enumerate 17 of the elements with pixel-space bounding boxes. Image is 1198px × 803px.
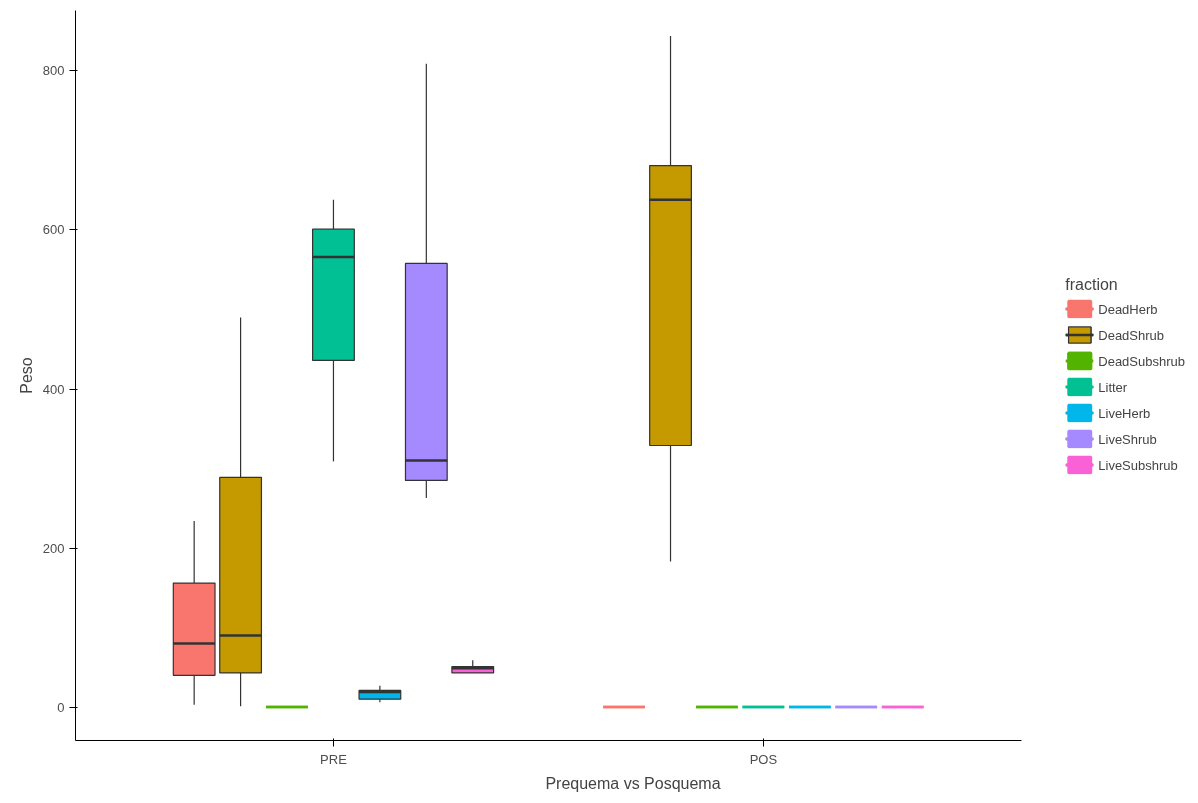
y-axis-title: Peso — [17, 357, 35, 394]
y-tick-label: 200 — [42, 540, 65, 556]
legend-label: LiveSubshrub — [1098, 457, 1178, 472]
legend-title: fraction — [1065, 275, 1119, 294]
legend-label: DeadShrub — [1098, 327, 1165, 342]
legend-label: Litter — [1098, 379, 1128, 394]
y-tick-label: 800 — [42, 63, 65, 79]
legend-label: DeadHerb — [1098, 301, 1158, 316]
legend-label: LiveShrub — [1098, 431, 1157, 446]
y-tick-label: 600 — [42, 222, 65, 238]
legend-label: DeadSubshrub — [1098, 353, 1185, 368]
x-tick-label: POS — [749, 751, 778, 767]
x-tick-label: PRE — [320, 751, 348, 767]
y-tick-label: 400 — [42, 381, 65, 397]
x-axis-title: Prequema vs Posquema — [545, 774, 721, 792]
legend-label: LiveHerb — [1098, 405, 1151, 420]
y-tick-label: 0 — [57, 699, 65, 715]
